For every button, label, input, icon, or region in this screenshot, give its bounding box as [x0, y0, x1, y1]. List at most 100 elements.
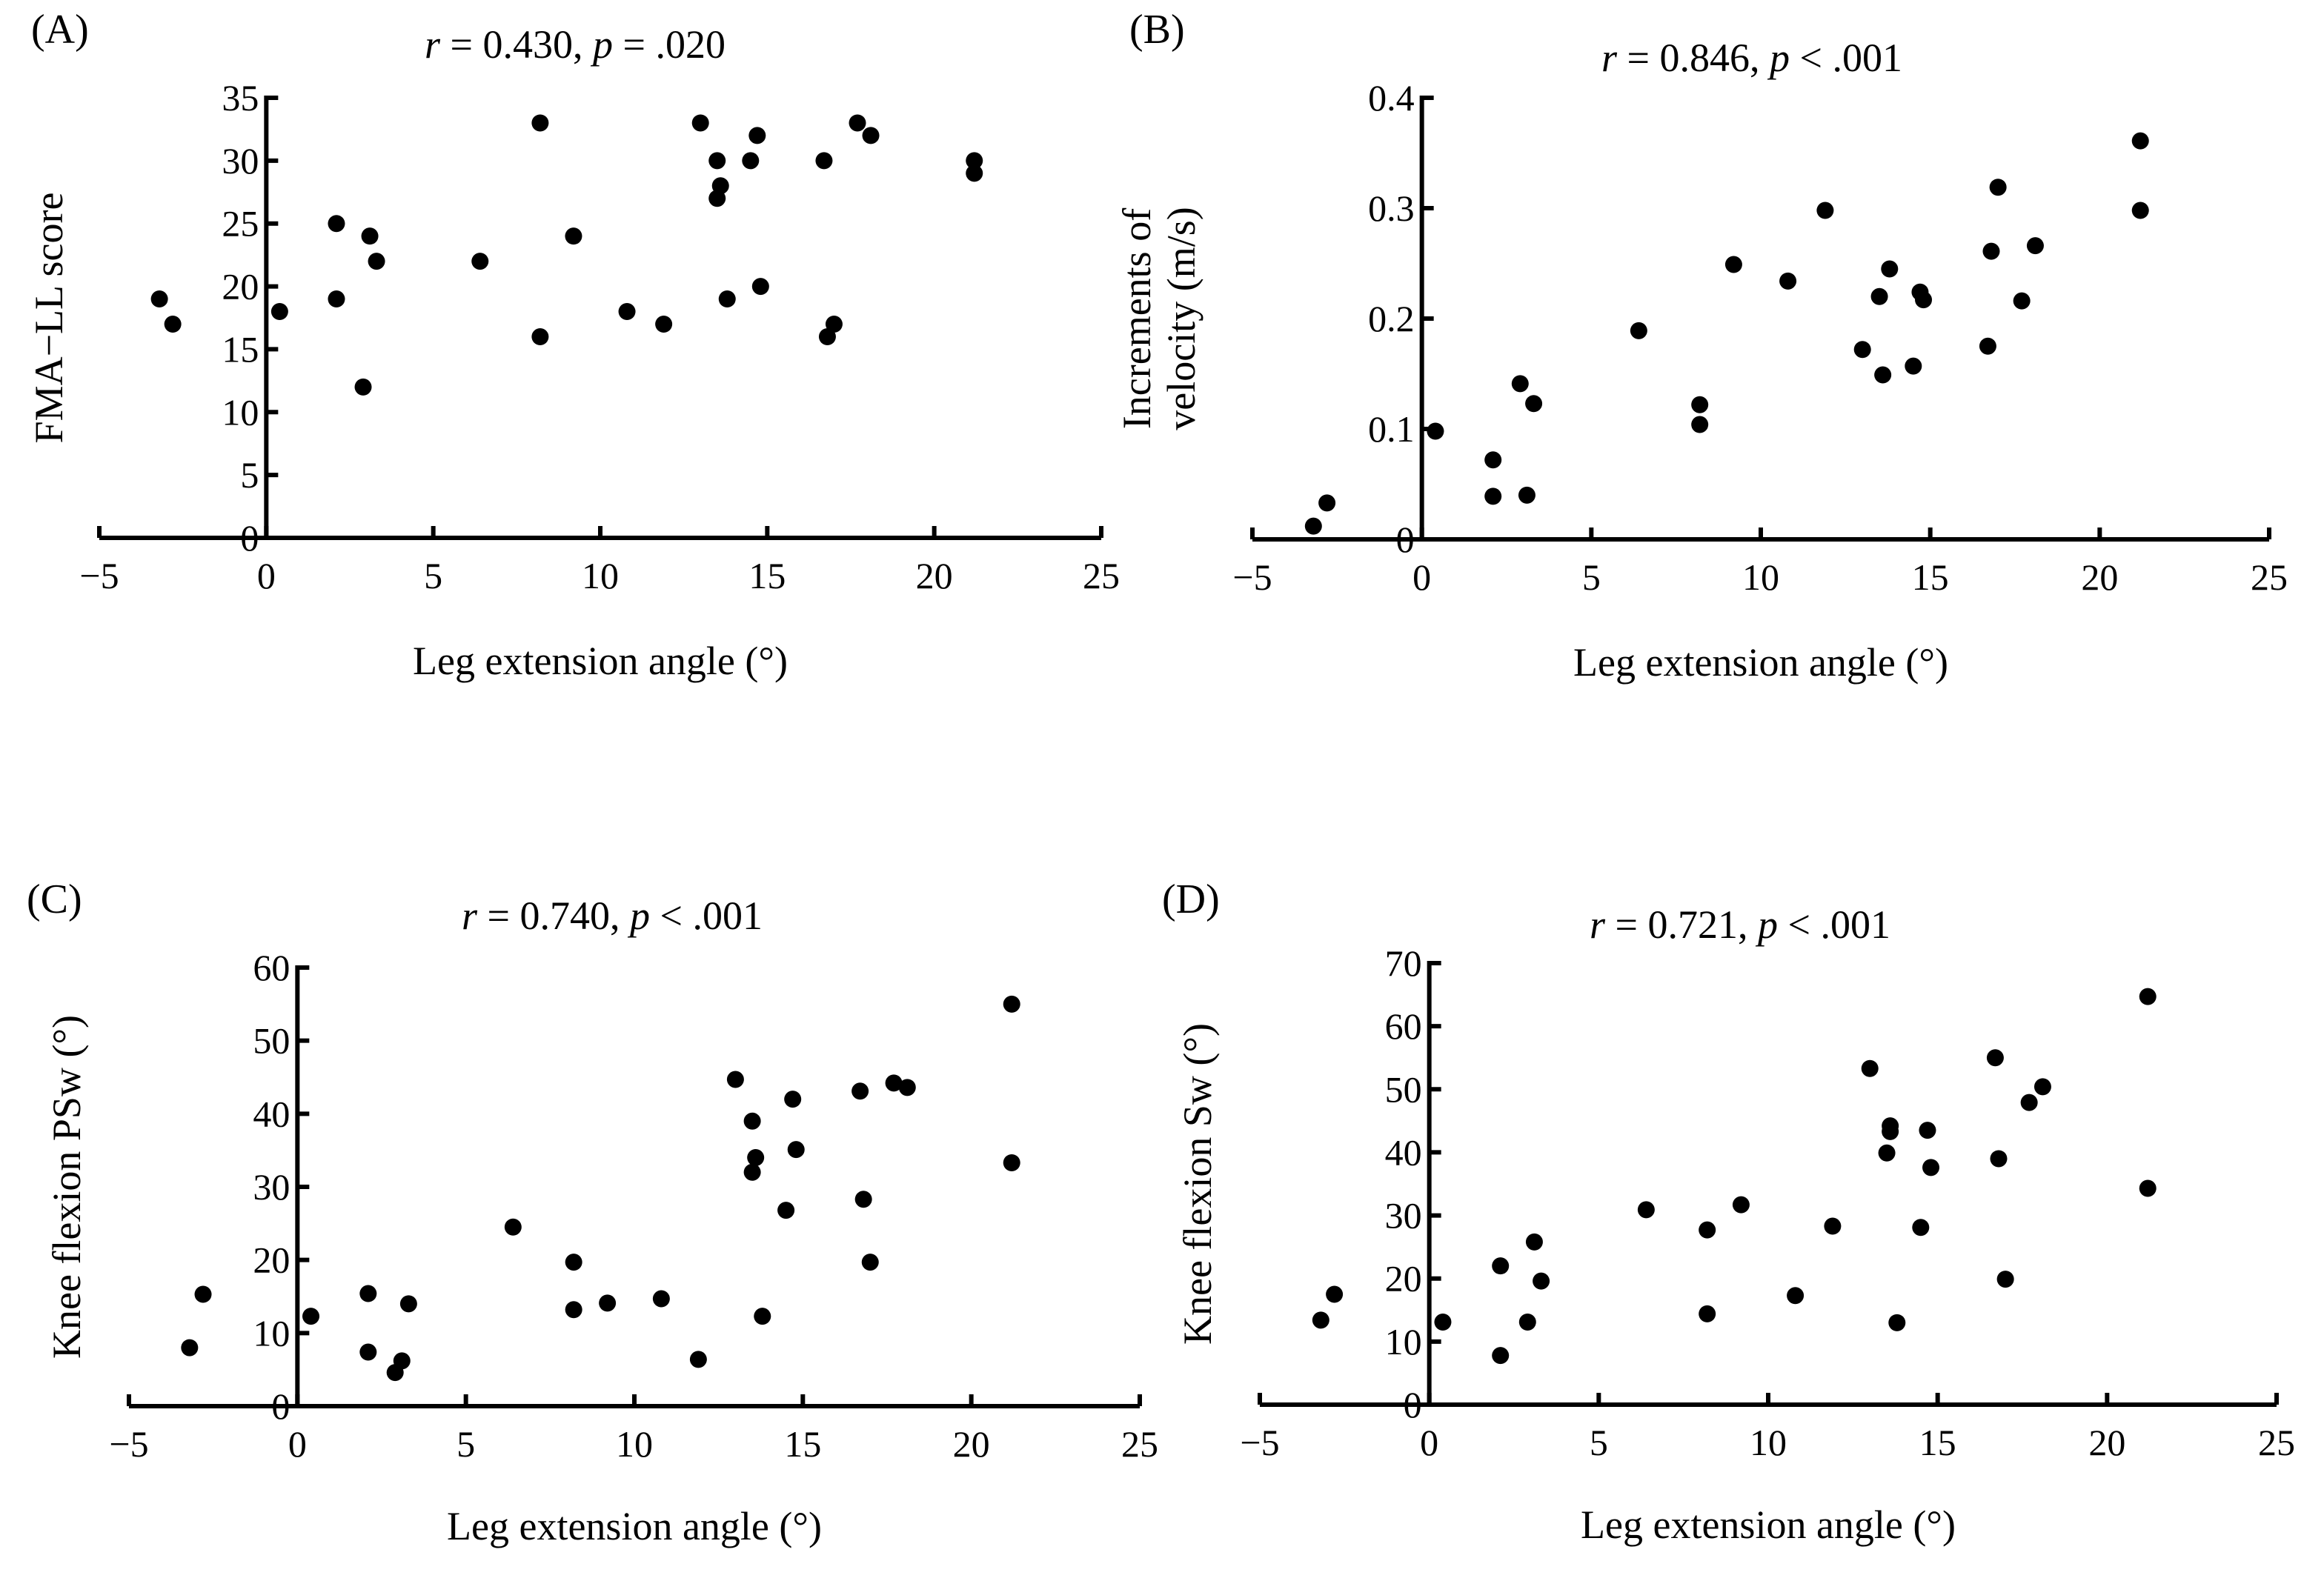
data-point [1787, 1287, 1805, 1305]
data-point [2139, 988, 2157, 1005]
panel-b: (B) r = 0.846, p < .001 −5 0 5 10 15 20 25 0 0.1 0.… [1115, 7, 2288, 685]
title-r-text: = 0.740, [477, 893, 630, 938]
x-tick-label: 15 [1912, 556, 1949, 598]
data-point [1853, 341, 1871, 359]
y-tick-label: 20 [222, 266, 259, 307]
data-point [1518, 1313, 1536, 1331]
data-point [708, 152, 726, 170]
x-tick-label: 15 [748, 555, 786, 596]
data-point [1525, 1233, 1543, 1251]
data-point [1986, 1049, 2004, 1067]
data-point [618, 303, 636, 321]
data-point [368, 253, 385, 270]
data-point [1533, 1272, 1550, 1290]
y-tick-label: 20 [1385, 1258, 1422, 1299]
panel-label: (D) [1162, 876, 1220, 922]
x-tick-label: 10 [1750, 1422, 1787, 1463]
data-point [1691, 396, 1709, 413]
data-point [181, 1339, 199, 1357]
chart-title: r = 0.846, p < .001 [1601, 36, 1902, 80]
y-tick-label: 35 [222, 77, 259, 119]
data-point [565, 227, 582, 245]
data-point [1326, 1285, 1344, 1303]
data-point [1979, 337, 1996, 355]
y-tick-label: 0 [271, 1385, 290, 1427]
x-tick-label: −5 [1232, 556, 1272, 598]
data-point [328, 290, 345, 308]
data-point [1881, 260, 1899, 278]
data-point [1870, 287, 1888, 305]
y-axis-label-line: velocity (m/s) [1159, 207, 1204, 430]
data-point [1427, 422, 1444, 440]
title-p-text: < .001 [650, 893, 763, 938]
data-point [531, 114, 549, 132]
y-tick-label: 30 [1385, 1195, 1422, 1236]
data-point [1724, 256, 1742, 273]
data-point [1922, 1159, 1940, 1176]
data-point [966, 152, 983, 170]
data-point [748, 127, 766, 144]
data-point [194, 1285, 212, 1303]
x-tick-label: 25 [1083, 555, 1120, 596]
x-tick-label: 0 [288, 1423, 307, 1465]
data-point [854, 1191, 872, 1208]
data-point [743, 1112, 761, 1130]
data-point [1484, 487, 1502, 505]
data-point [885, 1074, 903, 1092]
data-point [1691, 416, 1709, 433]
y-axis-label: FMA−LL score [27, 193, 71, 444]
data-point [359, 1285, 377, 1302]
data-point [726, 1071, 744, 1088]
data-point [1779, 272, 1797, 290]
title-r-symbol: r [425, 22, 441, 67]
y-tick-label: 50 [1385, 1068, 1422, 1110]
data-point [1525, 395, 1543, 413]
x-tick-label: 15 [784, 1423, 821, 1465]
data-point [1882, 1122, 1899, 1140]
data-point [1990, 1150, 2008, 1168]
data-point [504, 1218, 522, 1236]
title-p-symbol: p [627, 893, 650, 938]
x-tick-label: 10 [1742, 556, 1779, 598]
y-tick-label: 10 [1385, 1321, 1422, 1362]
panel-label: (B) [1129, 7, 1185, 53]
y-tick-label: 25 [222, 203, 259, 244]
y-tick-label: 40 [253, 1093, 290, 1134]
data-point [1312, 1311, 1329, 1329]
y-tick-label: 70 [1385, 942, 1422, 984]
chart-title: r = 0.430, p = .020 [425, 22, 726, 67]
data-point [1003, 1154, 1020, 1171]
chart-title: r = 0.721, p < .001 [1590, 902, 1890, 947]
data-point [861, 1254, 879, 1271]
y-tick-label: 5 [240, 454, 259, 496]
data-point [751, 278, 769, 296]
y-tick-label: 15 [222, 328, 259, 370]
x-axis-label: Leg extension angle (°) [1581, 1502, 1956, 1547]
data-point [2026, 237, 2044, 255]
data-point [1630, 322, 1647, 339]
data-point [565, 1254, 582, 1271]
y-tick-label: 50 [253, 1020, 290, 1062]
y-axis-label: Knee flexion PSw (°) [44, 1015, 89, 1359]
data-point [1492, 1257, 1510, 1275]
data-point [689, 1351, 707, 1368]
title-r-text: = 0.846, [1617, 36, 1770, 80]
data-point [818, 327, 836, 345]
y-tick-label: 0 [1404, 1384, 1422, 1425]
data-point [1919, 1122, 1936, 1139]
y-tick-label: 0.4 [1368, 77, 1415, 119]
data-point [2020, 1094, 2038, 1111]
y-tick-label: 60 [1385, 1005, 1422, 1047]
data-point [966, 164, 983, 182]
data-point [1905, 357, 1922, 375]
data-point [784, 1091, 802, 1108]
data-point [747, 1149, 765, 1167]
data-point [2139, 1179, 2157, 1197]
data-point [1732, 1196, 1750, 1214]
y-axis-label-line: Knee flexion PSw (°) [44, 1015, 89, 1359]
title-r-symbol: r [1601, 36, 1618, 80]
y-tick-label: 0 [240, 517, 259, 559]
data-point [2131, 132, 2149, 150]
title-p-symbol: p [1767, 36, 1790, 80]
data-point [718, 290, 736, 308]
